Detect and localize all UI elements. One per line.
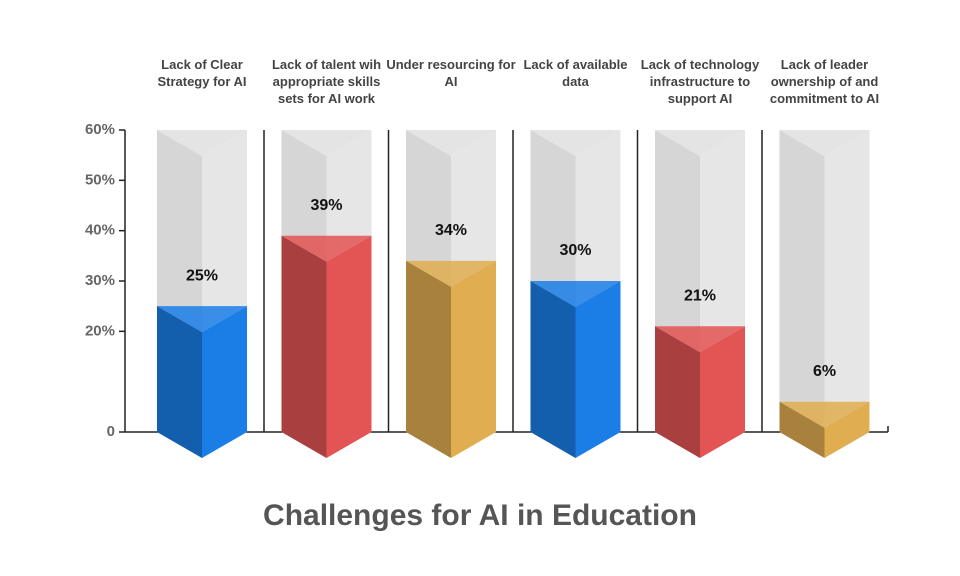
category-label: Lack of Clear Strategy for AI xyxy=(157,57,247,89)
bar-right xyxy=(202,306,247,458)
bar-top xyxy=(530,281,621,307)
bar-ghost-top xyxy=(157,130,247,156)
bar-ghost-top xyxy=(530,130,621,156)
bar-right xyxy=(451,260,496,458)
bar-ghost-left xyxy=(779,130,825,458)
value-label: 39% xyxy=(310,197,342,214)
bar-ghost-top xyxy=(281,130,372,156)
bar-right xyxy=(824,401,870,458)
bar-top xyxy=(281,235,372,262)
y-tick-label: 60% xyxy=(85,121,115,138)
y-tick-label: 50% xyxy=(85,171,115,188)
category-label: Lack of leader ownership of and commitme… xyxy=(769,57,880,106)
value-label: 34% xyxy=(435,222,467,239)
bar-top xyxy=(779,401,870,428)
category-label: Under resourcing for AI xyxy=(386,57,516,89)
category-label: Lack of available data xyxy=(523,57,628,89)
category-label: Lack of talent wih appropriate skills se… xyxy=(271,57,382,106)
y-tick-label: 30% xyxy=(85,272,115,289)
category-label: Lack of technology infrastructure to sup… xyxy=(640,57,760,106)
bar-top xyxy=(655,326,745,353)
bar-left xyxy=(281,235,327,458)
value-label: 21% xyxy=(684,288,716,305)
y-tick-label: 40% xyxy=(85,222,115,239)
value-label: 30% xyxy=(559,242,591,259)
y-tick-label: 20% xyxy=(85,322,115,339)
bar-left xyxy=(406,260,451,458)
bar-left xyxy=(530,281,576,458)
bar-ghost-right xyxy=(824,130,870,458)
bar-right xyxy=(700,326,745,458)
value-label: 25% xyxy=(186,267,218,284)
bar-ghost-top xyxy=(779,130,870,156)
bar-right xyxy=(326,235,372,458)
bar-left xyxy=(655,326,700,458)
bar-top xyxy=(406,260,496,287)
bar-ghost-top xyxy=(655,130,745,156)
bar-left xyxy=(779,401,825,458)
bar-left xyxy=(157,306,202,458)
y-tick-label: 0 xyxy=(107,423,115,440)
chart-title: Challenges for AI in Education xyxy=(263,499,697,532)
bar-right xyxy=(575,281,621,458)
bar-top xyxy=(157,306,247,333)
bar-ghost-top xyxy=(406,130,496,156)
value-label: 6% xyxy=(813,363,836,380)
